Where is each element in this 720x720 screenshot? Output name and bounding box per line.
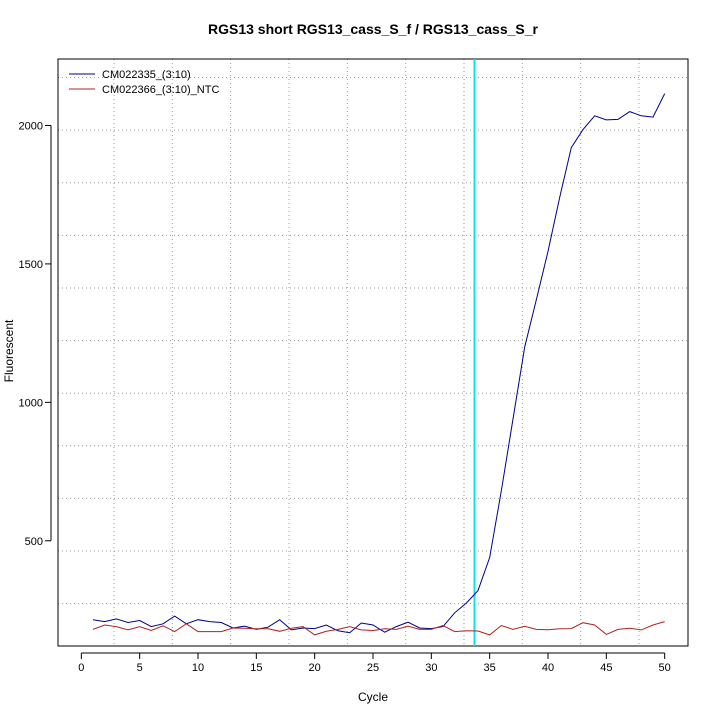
chart-title: RGS13 short RGS13_cass_S_f / RGS13_cass_…	[208, 21, 539, 37]
x-tick-label: 35	[484, 662, 496, 674]
x-tick-label: 50	[659, 662, 671, 674]
x-axis: 0 5 10 15 20 25 30 35 40 45 50	[78, 652, 671, 674]
legend-label-1: CM022335_(3:10)	[102, 69, 191, 81]
x-tick-label: 5	[137, 662, 143, 674]
x-tick-label: 10	[192, 662, 204, 674]
plot-area-frame	[57, 58, 689, 647]
legend-label-2: CM022366_(3:10)_NTC	[102, 84, 219, 96]
y-axis: 500 1000 1500 2000	[19, 120, 52, 548]
series-line-2	[92, 621, 665, 636]
y-tick-label: 1000	[19, 397, 43, 409]
x-tick-label: 45	[600, 662, 612, 674]
series-lines	[92, 93, 666, 636]
x-tick-label: 20	[309, 662, 321, 674]
y-tick-label: 2000	[19, 120, 43, 132]
x-tick-label: 0	[78, 662, 84, 674]
y-tick-label: 1500	[19, 259, 43, 271]
series-line-1	[92, 93, 666, 634]
x-axis-label: Cycle	[358, 690, 388, 704]
legend: CM022335_(3:10) CM022366_(3:10)_NTC	[69, 69, 219, 96]
grid-lines	[58, 59, 688, 646]
x-tick-label: 40	[542, 662, 554, 674]
y-tick-label: 500	[25, 536, 43, 548]
x-tick-label: 25	[367, 662, 379, 674]
x-tick-label: 15	[250, 662, 262, 674]
x-tick-label: 30	[425, 662, 437, 674]
y-axis-label: Fluorescent	[2, 319, 16, 382]
